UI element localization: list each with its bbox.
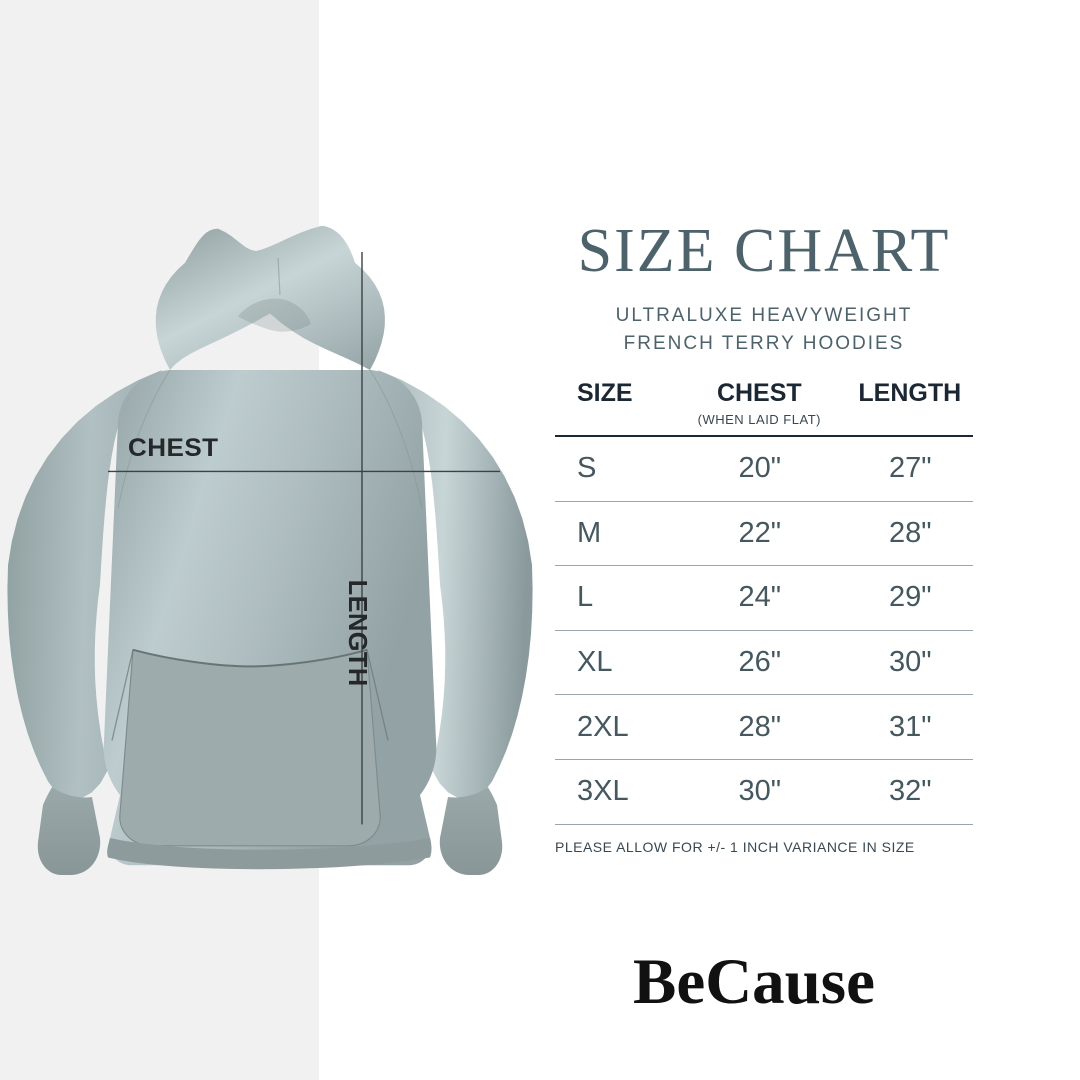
- svg-text:CHEST: CHEST: [128, 434, 219, 462]
- svg-text:LENGTH: LENGTH: [343, 580, 371, 687]
